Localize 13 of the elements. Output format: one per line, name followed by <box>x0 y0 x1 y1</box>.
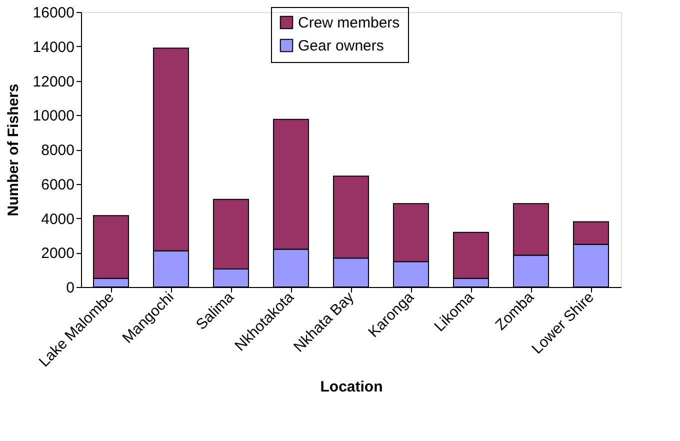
y-tick-label: 8000 <box>41 142 74 159</box>
y-tick-label: 6000 <box>41 176 74 194</box>
y-tick-label: 0 <box>66 280 74 296</box>
y-tick-label: 10000 <box>32 108 74 125</box>
y-tick-label: 14000 <box>32 38 74 56</box>
legend-label: Gear owners <box>298 38 384 54</box>
legend-label: Crew members <box>298 14 400 32</box>
x-axis-title: Location <box>320 378 383 396</box>
y-tick-label: 16000 <box>32 4 74 22</box>
y-tick-label: 4000 <box>41 210 74 228</box>
y-axis-title: Number of Fishers <box>4 84 22 216</box>
y-tick-label: 12000 <box>32 73 74 90</box>
y-tick-label: 2000 <box>41 245 74 262</box>
